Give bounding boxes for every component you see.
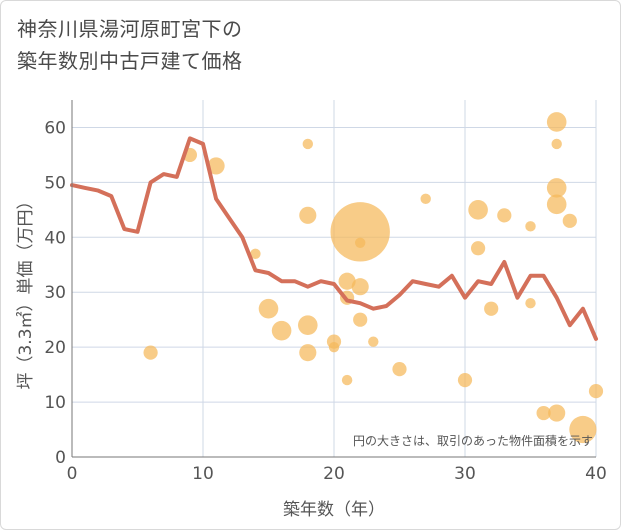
bubble-point (546, 112, 567, 132)
y-tick-label: 20 (44, 338, 66, 358)
bubble-series (143, 112, 604, 444)
bubble-point (392, 362, 407, 377)
chart-title-line-1: 神奈川県湯河原町宮下の (17, 17, 243, 41)
bubble-point (470, 241, 486, 256)
y-tick-label: 30 (44, 283, 66, 303)
axes: 0 10 20 30 40 50 60 0 10 20 30 40 (44, 100, 607, 484)
bubble-point (355, 237, 366, 248)
y-tick-label: 0 (55, 448, 66, 468)
x-tick-label: 40 (585, 464, 607, 484)
size-annotation: 円の大きさは、取引のあった物件面積を示す (353, 433, 593, 448)
x-tick-label: 0 (67, 464, 78, 484)
x-tick-label: 30 (454, 464, 476, 484)
y-tick-label: 10 (44, 393, 66, 413)
bubble-point (548, 404, 566, 422)
grid-lines (71, 100, 597, 458)
bubble-point (420, 193, 431, 205)
bubble-point (299, 206, 317, 224)
average-price-line (70, 136, 598, 341)
x-tick-label: 10 (192, 464, 214, 484)
bubble-point (536, 405, 551, 421)
bubble-point (546, 178, 567, 198)
bubble-point (569, 415, 597, 444)
bubble-point (271, 320, 292, 341)
bubble-point (353, 312, 368, 327)
bubble-point (562, 213, 577, 228)
y-axis-label: 坪（3.3㎡）単価（万円） (16, 192, 36, 389)
bubble-point (468, 200, 488, 220)
x-tick-label: 20 (323, 464, 345, 484)
line-series (70, 136, 598, 341)
y-tick-label: 60 (44, 118, 66, 138)
bubble-point (302, 138, 313, 150)
bubble-point (299, 344, 317, 362)
y-tick-label: 40 (44, 228, 66, 248)
bubble-point (457, 373, 473, 388)
bubble-point (338, 272, 356, 290)
bubble-point (525, 221, 536, 232)
bubble-point (250, 248, 261, 259)
bubble-point (497, 208, 512, 223)
bubble-point (207, 157, 225, 175)
bubble-point (298, 315, 318, 335)
x-axis-label: 築年数（年） (283, 500, 385, 520)
bubble-point (258, 298, 279, 319)
bubble-point (368, 336, 379, 347)
bubble-point (143, 345, 158, 360)
bubble-point (328, 341, 340, 353)
bubble-point (525, 298, 536, 309)
bubble-point (551, 138, 562, 150)
bubble-point (341, 374, 353, 386)
bubble-point (546, 194, 567, 215)
bubble-point (588, 383, 604, 399)
bubble-point (351, 278, 369, 296)
bubble-point (484, 301, 499, 316)
chart-title-line-2: 築年数別中古戸建て価格 (17, 49, 243, 73)
y-tick-label: 50 (44, 173, 66, 193)
bubble-point (330, 202, 390, 262)
chart-title: 神奈川県湯河原町宮下の 築年数別中古戸建て価格 (17, 13, 243, 77)
